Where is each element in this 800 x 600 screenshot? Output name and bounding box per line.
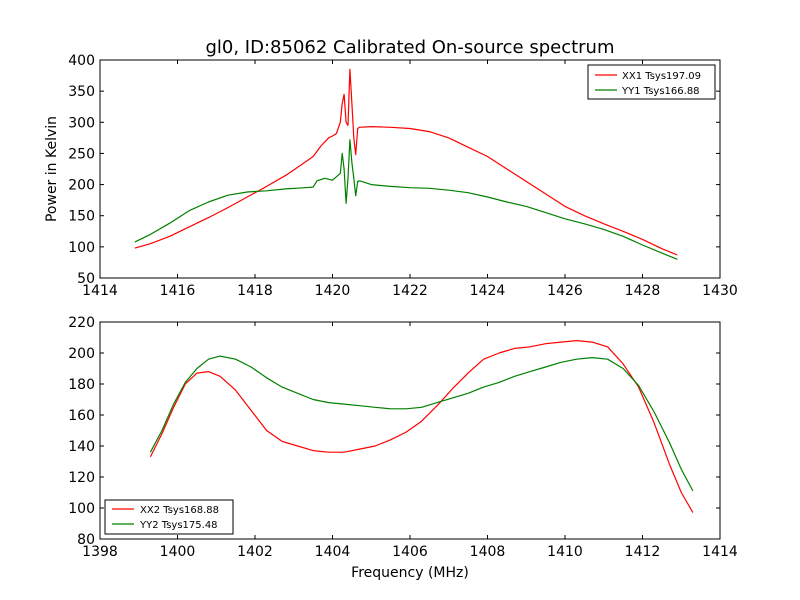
top-y-tick-label: 300 [68,115,95,131]
legend-label-xx2: XX2 Tsys168.88 [140,505,219,516]
bottom-x-tick-label: 1404 [315,544,351,560]
top-x-tick-label: 1416 [160,283,196,299]
bottom-x-tick-label: 1408 [470,544,506,560]
top-x-tick-label: 1414 [82,283,118,299]
top-y-tick-label: 400 [68,53,95,69]
bottom-x-tick-label: 1400 [160,544,196,560]
top-y-tick-label: 350 [68,84,95,100]
top-x-tick-label: 1430 [702,283,738,299]
top-x-tick-label: 1418 [237,283,273,299]
bottom-x-tick-label: 1410 [547,544,583,560]
top-y-tick-label: 150 [68,209,95,225]
bottom-y-tick-label: 80 [77,532,95,548]
top-x-tick-label: 1428 [625,283,661,299]
top-spectrum-panel: 1414 1416 1418 1420 1422 1424 1426 1428 1430 50 10… [44,53,738,299]
top-y-tick-label: 200 [68,178,95,194]
bottom-y-tick-label: 100 [68,501,95,517]
bottom-x-tick-label: 1398 [82,544,118,560]
top-y-tick-label: 100 [68,240,95,256]
bottom-series-group [149,340,694,513]
bottom-x-tick-label: 1412 [625,544,661,560]
bottom-legend: XX2 Tsys168.88 YY2 Tsys175.48 [104,499,234,535]
bottom-y-tick-label: 160 [68,408,95,424]
bottom-y-tick-label: 140 [68,439,95,455]
bottom-y-tick-label: 200 [68,346,95,362]
bottom-series-line-xx [149,340,694,513]
bottom-y-tick-label: 180 [68,377,95,393]
top-x-tick-label: 1426 [547,283,583,299]
top-legend: XX1 Tsys197.09 YY1 Tsys166.88 [587,64,716,100]
x-axis-label: Frequency (MHz) [351,565,469,581]
top-x-tick-label: 1422 [392,283,428,299]
top-y-tick-label: 50 [77,271,95,287]
bottom-axis-ticks: 1398 1400 1402 1404 1406 1408 1410 1412 1414 80 10… [68,315,738,560]
top-x-tick-label: 1420 [315,283,351,299]
chart-title: gl0, ID:85062 Calibrated On-source spect… [205,37,614,58]
legend-label-yy2: YY2 Tsys175.48 [139,520,218,531]
legend-label-yy1: YY1 Tsys166.88 [621,86,700,97]
top-series-line-xx [134,68,678,256]
top-y-axis-label: Power in Kelvin [44,116,60,222]
top-legend-box [587,64,716,100]
bottom-y-tick-label: 120 [68,470,95,486]
top-x-tick-label: 1424 [470,283,506,299]
legend-label-xx1: XX1 Tsys197.09 [622,71,701,82]
bottom-spectrum-panel: 1398 1400 1402 1404 1406 1408 1410 1412 1414 80 10… [68,315,738,581]
top-series-group [134,68,678,260]
top-y-tick-label: 250 [68,146,95,162]
bottom-legend-box [104,499,234,535]
bottom-x-tick-label: 1414 [702,544,738,560]
bottom-series-line-yy [149,355,694,492]
top-axis-ticks: 1414 1416 1418 1420 1422 1424 1426 1428 1430 50 10… [68,53,738,299]
top-series-line-yy [134,139,678,260]
bottom-y-tick-label: 220 [68,315,95,331]
bottom-x-tick-label: 1406 [392,544,428,560]
bottom-x-tick-label: 1402 [237,544,273,560]
